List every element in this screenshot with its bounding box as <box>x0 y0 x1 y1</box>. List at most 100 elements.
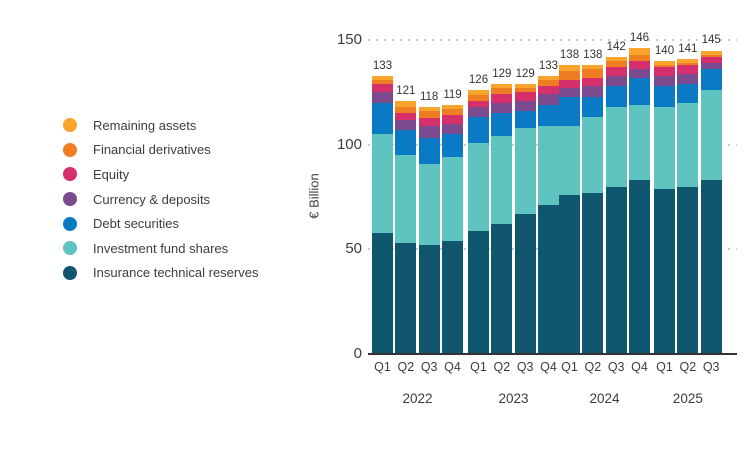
bar-segment-remaining-assets[interactable] <box>677 58 699 64</box>
legend-item-equity[interactable]: Equity <box>63 162 258 187</box>
bar-segment-financial-derivatives[interactable] <box>537 79 559 87</box>
bar-segment-investment-fund-shares[interactable] <box>418 163 440 246</box>
bar-segment-equity[interactable] <box>605 67 627 76</box>
bar-segment-currency-deposits[interactable] <box>628 69 650 78</box>
bar-segment-financial-derivatives[interactable] <box>395 107 417 114</box>
bar-segment-investment-fund-shares[interactable] <box>700 90 722 181</box>
bar-segment-financial-derivatives[interactable] <box>418 111 440 118</box>
bar-segment-equity[interactable] <box>537 86 559 95</box>
bar-segment-debt-securities[interactable] <box>654 86 675 108</box>
bar-segment-equity[interactable] <box>441 115 463 124</box>
bar-segment-remaining-assets[interactable] <box>418 107 440 112</box>
bar-segment-remaining-assets[interactable] <box>514 84 536 89</box>
bar-segment-equity[interactable] <box>677 65 699 74</box>
bar-segment-insurance-technical-reserves[interactable] <box>372 232 393 354</box>
bar-segment-investment-fund-shares[interactable] <box>491 136 513 225</box>
bar-segment-insurance-technical-reserves[interactable] <box>559 194 580 354</box>
bar-segment-currency-deposits[interactable] <box>700 63 722 70</box>
bar-segment-debt-securities[interactable] <box>372 102 393 135</box>
bar-segment-equity[interactable] <box>468 100 489 108</box>
bar-segment-insurance-technical-reserves[interactable] <box>677 186 699 354</box>
bar-segment-currency-deposits[interactable] <box>537 94 559 105</box>
bar-segment-currency-deposits[interactable] <box>491 102 513 114</box>
bar-segment-investment-fund-shares[interactable] <box>559 125 580 195</box>
bar-segment-financial-derivatives[interactable] <box>605 61 627 68</box>
bar-segment-remaining-assets[interactable] <box>559 65 580 72</box>
bar-segment-equity[interactable] <box>514 92 536 101</box>
bar-segment-investment-fund-shares[interactable] <box>395 155 417 244</box>
legend-item-currency-deposits[interactable]: Currency & deposits <box>63 187 258 212</box>
bar-segment-debt-securities[interactable] <box>491 113 513 137</box>
bar-segment-insurance-technical-reserves[interactable] <box>628 180 650 354</box>
bar-segment-investment-fund-shares[interactable] <box>605 107 627 187</box>
bar-segment-financial-derivatives[interactable] <box>700 54 722 57</box>
bar-segment-insurance-technical-reserves[interactable] <box>654 188 675 354</box>
bar-segment-financial-derivatives[interactable] <box>491 88 513 95</box>
bar-segment-remaining-assets[interactable] <box>654 61 675 66</box>
bar-segment-investment-fund-shares[interactable] <box>654 107 675 189</box>
bar-segment-remaining-assets[interactable] <box>468 90 489 95</box>
bar-segment-remaining-assets[interactable] <box>395 100 417 108</box>
bar-segment-debt-securities[interactable] <box>418 138 440 164</box>
bar-segment-insurance-technical-reserves[interactable] <box>491 224 513 354</box>
bar-segment-insurance-technical-reserves[interactable] <box>605 186 627 354</box>
bar-segment-currency-deposits[interactable] <box>372 92 393 103</box>
bar-segment-investment-fund-shares[interactable] <box>372 134 393 233</box>
bar-segment-financial-derivatives[interactable] <box>654 65 675 68</box>
bar-segment-debt-securities[interactable] <box>395 130 417 156</box>
bar-segment-remaining-assets[interactable] <box>441 104 463 110</box>
bar-segment-currency-deposits[interactable] <box>441 123 463 135</box>
bar-segment-debt-securities[interactable] <box>559 96 580 126</box>
bar-segment-remaining-assets[interactable] <box>700 50 722 55</box>
legend-item-investment-fund-shares[interactable]: Investment fund shares <box>63 236 258 261</box>
bar-segment-insurance-technical-reserves[interactable] <box>582 192 604 354</box>
legend-item-financial-derivatives[interactable]: Financial derivatives <box>63 138 258 163</box>
bar-segment-currency-deposits[interactable] <box>605 75 627 87</box>
bar-segment-financial-derivatives[interactable] <box>468 94 489 101</box>
bar-segment-debt-securities[interactable] <box>677 84 699 103</box>
bar-segment-currency-deposits[interactable] <box>468 107 489 118</box>
bar-segment-remaining-assets[interactable] <box>537 75 559 80</box>
bar-segment-currency-deposits[interactable] <box>654 75 675 87</box>
bar-segment-financial-derivatives[interactable] <box>559 71 580 80</box>
bar-segment-financial-derivatives[interactable] <box>441 109 463 116</box>
bar-segment-insurance-technical-reserves[interactable] <box>441 240 463 354</box>
legend-item-debt-securities[interactable]: Debt securities <box>63 211 258 236</box>
bar-segment-investment-fund-shares[interactable] <box>537 125 559 206</box>
bar-segment-debt-securities[interactable] <box>700 69 722 91</box>
bar-segment-debt-securities[interactable] <box>605 86 627 108</box>
bar-segment-debt-securities[interactable] <box>628 77 650 105</box>
bar-segment-currency-deposits[interactable] <box>559 88 580 97</box>
bar-segment-financial-derivatives[interactable] <box>628 54 650 61</box>
bar-segment-equity[interactable] <box>582 77 604 87</box>
bar-segment-currency-deposits[interactable] <box>514 100 536 112</box>
bar-segment-remaining-assets[interactable] <box>582 65 604 70</box>
bar-segment-equity[interactable] <box>491 94 513 103</box>
bar-segment-investment-fund-shares[interactable] <box>441 157 463 241</box>
bar-segment-currency-deposits[interactable] <box>582 86 604 97</box>
bar-segment-financial-derivatives[interactable] <box>372 79 393 85</box>
bar-segment-investment-fund-shares[interactable] <box>628 104 650 181</box>
bar-segment-currency-deposits[interactable] <box>418 125 440 139</box>
bar-segment-equity[interactable] <box>700 56 722 64</box>
bar-segment-debt-securities[interactable] <box>441 134 463 158</box>
bar-segment-remaining-assets[interactable] <box>628 48 650 55</box>
bar-segment-insurance-technical-reserves[interactable] <box>418 245 440 354</box>
bar-segment-debt-securities[interactable] <box>537 104 559 126</box>
bar-segment-insurance-technical-reserves[interactable] <box>700 180 722 354</box>
bar-segment-insurance-technical-reserves[interactable] <box>468 230 489 354</box>
bar-segment-remaining-assets[interactable] <box>372 75 393 80</box>
legend-item-remaining-assets[interactable]: Remaining assets <box>63 113 258 138</box>
bar-segment-financial-derivatives[interactable] <box>514 88 536 93</box>
bar-segment-equity[interactable] <box>395 113 417 120</box>
legend-item-insurance-technical-reserves[interactable]: Insurance technical reserves <box>63 261 258 286</box>
bar-segment-equity[interactable] <box>559 79 580 89</box>
bar-segment-equity[interactable] <box>372 84 393 93</box>
bar-segment-financial-derivatives[interactable] <box>582 69 604 78</box>
bar-segment-investment-fund-shares[interactable] <box>677 102 699 187</box>
bar-segment-currency-deposits[interactable] <box>677 73 699 84</box>
bar-segment-investment-fund-shares[interactable] <box>468 142 489 231</box>
bar-segment-insurance-technical-reserves[interactable] <box>514 213 536 354</box>
bar-segment-investment-fund-shares[interactable] <box>582 117 604 193</box>
bar-segment-investment-fund-shares[interactable] <box>514 127 536 214</box>
